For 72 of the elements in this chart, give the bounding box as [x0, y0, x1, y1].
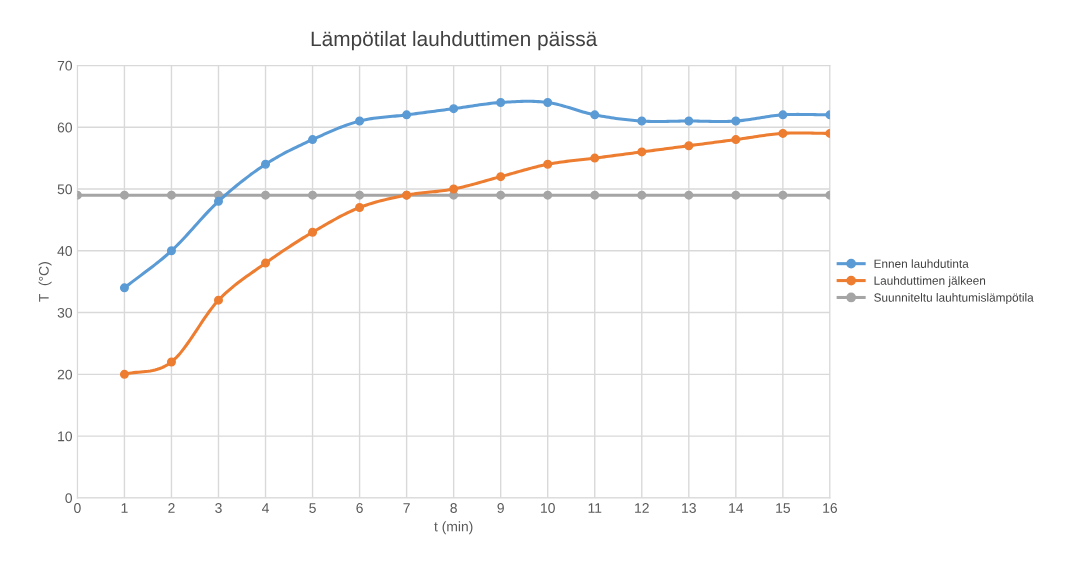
x-tick-label: 1 — [121, 503, 128, 513]
point — [778, 110, 788, 120]
y-axis-title: T (°C) — [38, 262, 52, 302]
x-tick-label: 15 — [776, 503, 791, 513]
point — [731, 116, 741, 126]
point — [637, 190, 647, 200]
x-tick-label: 7 — [403, 503, 410, 513]
point — [119, 190, 129, 200]
point — [637, 147, 647, 157]
point — [684, 190, 694, 200]
x-tick-label: 8 — [450, 503, 457, 513]
point — [119, 369, 129, 379]
x-tick-label: 10 — [541, 503, 555, 513]
y-tick-label: 40 — [57, 246, 72, 256]
point — [590, 190, 600, 200]
point — [590, 153, 600, 163]
x-tick-label: 14 — [729, 503, 744, 513]
x-tick-label: 13 — [682, 503, 696, 513]
point — [355, 203, 365, 213]
x-axis-title: t (min) — [434, 521, 473, 535]
point — [355, 190, 365, 200]
point — [496, 190, 506, 200]
point — [213, 196, 223, 206]
point — [261, 190, 271, 200]
chart-title: Lämpötilat lauhduttimen päissä — [311, 30, 598, 51]
point — [543, 159, 553, 169]
point — [731, 135, 741, 145]
point — [543, 190, 553, 200]
x-tick-label: 11 — [588, 503, 602, 513]
point — [778, 190, 788, 200]
point — [449, 104, 459, 114]
x-tick-label: 6 — [356, 503, 363, 513]
x-tick-label: 2 — [168, 503, 175, 513]
point — [778, 128, 788, 138]
x-tick-label: 3 — [215, 503, 222, 513]
y-tick-label: 60 — [57, 122, 72, 133]
y-tick-label: 0 — [65, 493, 72, 504]
point — [543, 98, 553, 107]
point — [308, 190, 318, 200]
point — [213, 295, 223, 305]
y-tick-label: 70 — [57, 60, 72, 71]
legend-label: Ennen lauhdutinta — [874, 259, 969, 268]
point — [261, 159, 271, 169]
point — [684, 116, 694, 126]
x-tick-label: 0 — [74, 503, 81, 513]
x-tick-label: 4 — [261, 503, 269, 513]
point — [402, 110, 412, 120]
point — [731, 190, 741, 200]
point — [355, 116, 365, 126]
point — [496, 172, 506, 182]
point — [684, 141, 694, 151]
legend-label: Suunniteltu lauhtumislämpötila — [874, 293, 1034, 305]
x-tick-label: 16 — [823, 503, 838, 513]
point — [166, 357, 176, 367]
y-tick-label: 50 — [57, 184, 72, 195]
point — [166, 246, 176, 256]
y-tick-label: 30 — [57, 307, 72, 318]
x-tick-label: 9 — [497, 503, 504, 513]
point — [166, 190, 176, 200]
y-tick-label: 10 — [58, 431, 72, 442]
point — [308, 135, 318, 145]
point — [119, 283, 129, 293]
point — [261, 258, 271, 268]
legend-label: Lauhduttimen jälkeen — [874, 276, 986, 288]
point — [449, 184, 459, 194]
point — [637, 116, 647, 126]
x-tick-label: 5 — [309, 503, 316, 513]
y-tick-label: 20 — [57, 369, 72, 380]
x-tick-label: 12 — [635, 503, 649, 513]
point — [590, 110, 600, 120]
point — [308, 227, 318, 237]
point — [496, 98, 506, 107]
